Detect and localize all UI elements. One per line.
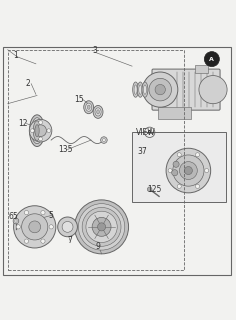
Ellipse shape bbox=[139, 85, 142, 94]
Circle shape bbox=[24, 211, 29, 215]
Circle shape bbox=[184, 166, 192, 175]
Text: 1: 1 bbox=[13, 51, 18, 60]
Ellipse shape bbox=[143, 85, 147, 94]
Ellipse shape bbox=[30, 115, 45, 147]
Circle shape bbox=[173, 161, 179, 167]
Circle shape bbox=[172, 170, 178, 176]
Ellipse shape bbox=[93, 106, 103, 118]
Text: A: A bbox=[209, 57, 214, 62]
Text: 5: 5 bbox=[49, 211, 54, 220]
Circle shape bbox=[58, 217, 77, 237]
Circle shape bbox=[14, 206, 56, 248]
Text: 2: 2 bbox=[25, 79, 30, 88]
Circle shape bbox=[147, 187, 152, 192]
Circle shape bbox=[13, 218, 19, 224]
Circle shape bbox=[97, 223, 106, 231]
Circle shape bbox=[149, 78, 172, 101]
Circle shape bbox=[82, 207, 121, 246]
Circle shape bbox=[39, 121, 42, 124]
Ellipse shape bbox=[95, 108, 101, 116]
Text: 9: 9 bbox=[96, 242, 101, 251]
Ellipse shape bbox=[31, 118, 43, 144]
Circle shape bbox=[143, 72, 178, 107]
Ellipse shape bbox=[84, 101, 94, 114]
Circle shape bbox=[92, 217, 111, 236]
Circle shape bbox=[205, 169, 209, 172]
Bar bbox=[195, 65, 208, 73]
Circle shape bbox=[204, 52, 219, 67]
Circle shape bbox=[47, 129, 51, 132]
Bar bbox=[132, 132, 226, 202]
Circle shape bbox=[39, 137, 42, 141]
Ellipse shape bbox=[133, 82, 139, 97]
Circle shape bbox=[102, 139, 105, 141]
Bar bbox=[158, 107, 191, 119]
Text: 3: 3 bbox=[92, 46, 97, 55]
Text: A: A bbox=[147, 130, 152, 135]
Circle shape bbox=[75, 200, 129, 254]
Bar bbox=[8, 50, 184, 270]
Circle shape bbox=[35, 125, 46, 137]
Circle shape bbox=[41, 239, 45, 243]
Text: 15: 15 bbox=[75, 94, 84, 103]
Circle shape bbox=[179, 162, 197, 180]
Ellipse shape bbox=[142, 82, 148, 97]
Circle shape bbox=[166, 148, 211, 193]
Ellipse shape bbox=[35, 125, 39, 137]
Text: VIEW: VIEW bbox=[136, 128, 155, 137]
Ellipse shape bbox=[33, 121, 41, 140]
Circle shape bbox=[24, 239, 29, 243]
Circle shape bbox=[30, 129, 34, 132]
Text: 12: 12 bbox=[18, 119, 28, 128]
Circle shape bbox=[22, 214, 48, 240]
Circle shape bbox=[168, 169, 172, 172]
Circle shape bbox=[62, 221, 73, 232]
Circle shape bbox=[177, 153, 181, 157]
Circle shape bbox=[195, 153, 199, 157]
Circle shape bbox=[86, 211, 117, 243]
Circle shape bbox=[49, 225, 53, 229]
FancyBboxPatch shape bbox=[152, 69, 220, 110]
Ellipse shape bbox=[97, 110, 99, 114]
Ellipse shape bbox=[86, 103, 92, 111]
Circle shape bbox=[16, 225, 20, 229]
Circle shape bbox=[15, 220, 17, 222]
Circle shape bbox=[173, 155, 204, 186]
Text: 65: 65 bbox=[9, 212, 18, 221]
Circle shape bbox=[155, 84, 165, 95]
Text: 135: 135 bbox=[58, 145, 72, 154]
Circle shape bbox=[199, 76, 227, 104]
Text: 7: 7 bbox=[67, 236, 72, 245]
Circle shape bbox=[29, 119, 52, 142]
Circle shape bbox=[78, 204, 125, 250]
Text: 37: 37 bbox=[138, 147, 148, 156]
Ellipse shape bbox=[137, 82, 143, 97]
Circle shape bbox=[101, 137, 107, 143]
Ellipse shape bbox=[134, 85, 137, 94]
Ellipse shape bbox=[87, 105, 90, 109]
Circle shape bbox=[177, 184, 181, 188]
Circle shape bbox=[41, 211, 45, 215]
Circle shape bbox=[195, 184, 199, 188]
Circle shape bbox=[29, 221, 41, 233]
Text: 125: 125 bbox=[147, 185, 162, 194]
